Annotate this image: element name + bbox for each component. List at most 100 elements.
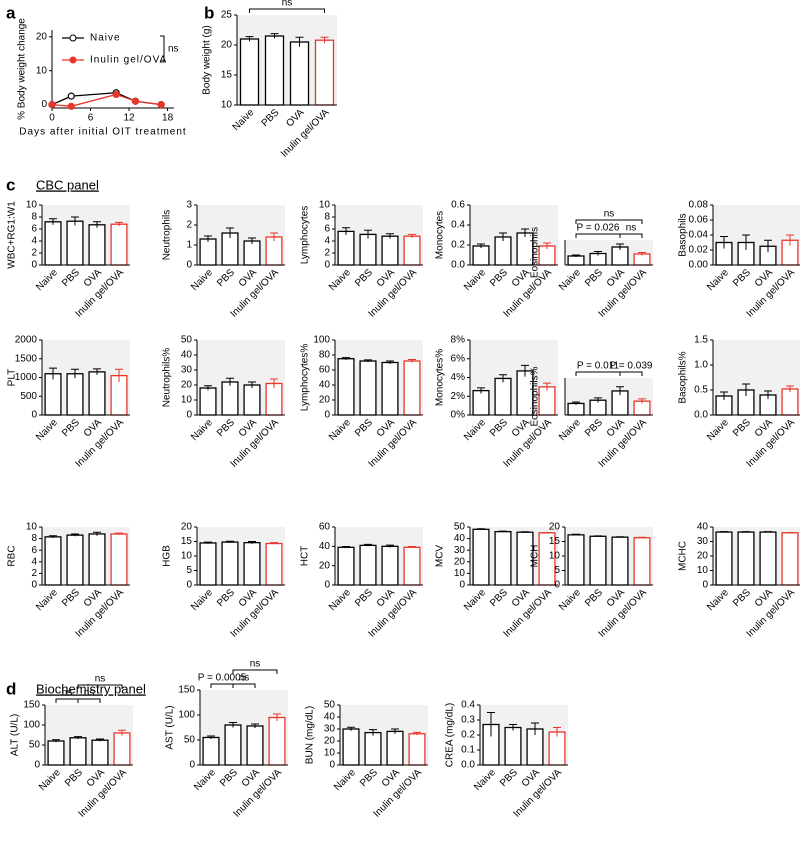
error-bar bbox=[638, 398, 646, 404]
error-bar bbox=[531, 722, 539, 735]
y-tick-label: 10 bbox=[26, 522, 38, 533]
error-bar bbox=[364, 543, 372, 547]
x-tick-label: Naive bbox=[705, 587, 731, 613]
error-bar bbox=[408, 233, 416, 238]
error-bar bbox=[115, 368, 123, 382]
y-tick-label: 10 bbox=[549, 551, 561, 562]
bar bbox=[314, 39, 335, 106]
y-tick-label: 1000 bbox=[15, 372, 38, 383]
significance-label: P = 0.011 bbox=[577, 361, 620, 372]
y-axis-label: MCHC bbox=[678, 541, 689, 571]
y-tick-label: 80 bbox=[319, 350, 331, 361]
y-tick-label: 0 bbox=[324, 580, 330, 591]
error-bar bbox=[594, 397, 602, 403]
x-tick-label: PBS bbox=[488, 417, 510, 439]
bar bbox=[47, 740, 65, 766]
bar bbox=[265, 382, 283, 416]
error-bar bbox=[391, 728, 399, 734]
x-tick-label: PBS bbox=[583, 267, 605, 289]
y-tick-label: 20 bbox=[697, 551, 709, 562]
x-tick-label: PBS bbox=[731, 417, 753, 439]
y-axis-label: Body weight (g) bbox=[202, 25, 213, 94]
bar bbox=[504, 726, 522, 766]
error-bar bbox=[270, 378, 278, 388]
error-bar bbox=[499, 374, 507, 383]
y-axis-label: Basophils% bbox=[678, 351, 689, 403]
annotation: ns bbox=[168, 44, 179, 55]
significance-label: ns bbox=[626, 223, 637, 234]
y-tick-label: 0.4 bbox=[451, 220, 465, 231]
x-tick-label: Naive bbox=[327, 417, 353, 443]
panel-letter: b bbox=[204, 3, 214, 22]
significance-label: ns bbox=[250, 659, 261, 670]
bar bbox=[408, 733, 426, 766]
x-tick-label: PBS bbox=[353, 587, 375, 609]
y-tick-label: 10 bbox=[221, 100, 233, 111]
bar bbox=[381, 361, 399, 416]
significance-label: P = 0.039 bbox=[610, 361, 653, 372]
bar bbox=[494, 530, 512, 586]
bar bbox=[221, 541, 239, 586]
error-bar bbox=[487, 712, 495, 737]
error-bar bbox=[616, 536, 624, 538]
error-bar bbox=[408, 359, 416, 363]
error-bar bbox=[270, 232, 278, 241]
y-axis-label: RBC bbox=[7, 545, 18, 566]
error-bar bbox=[616, 386, 624, 396]
legend-marker bbox=[69, 34, 77, 42]
significance-bracket bbox=[619, 371, 643, 376]
y-tick-label: 15 bbox=[549, 536, 561, 547]
x-tick-label: OVA bbox=[284, 107, 306, 129]
significance-label: P = 0.026 bbox=[577, 223, 620, 234]
x-tick-label: PBS bbox=[498, 767, 520, 789]
y-tick-label: 6 bbox=[31, 545, 37, 556]
bar bbox=[403, 235, 421, 266]
error-bar bbox=[226, 540, 234, 543]
y-tick-label: 4% bbox=[451, 372, 466, 383]
bar bbox=[243, 240, 261, 266]
bar bbox=[548, 731, 566, 766]
x-tick-label: PBS bbox=[63, 767, 85, 789]
error-bar bbox=[118, 729, 126, 736]
bar bbox=[781, 388, 799, 416]
y-tick-label: 20 bbox=[36, 31, 48, 42]
error-bar bbox=[572, 254, 580, 257]
error-bar bbox=[49, 218, 57, 225]
y-axis-label: BUN (mg/dL) bbox=[305, 706, 316, 764]
error-bar bbox=[572, 401, 580, 405]
panel-letter: c bbox=[6, 175, 15, 194]
y-tick-label: 50 bbox=[324, 700, 336, 711]
y-tick-label: 0 bbox=[31, 260, 37, 271]
y-tick-label: 8% bbox=[451, 335, 466, 346]
error-bar bbox=[543, 382, 551, 391]
error-bar bbox=[720, 236, 728, 249]
bar bbox=[781, 532, 799, 586]
y-tick-label: 0.00 bbox=[689, 260, 709, 271]
error-bar bbox=[369, 729, 377, 736]
error-bar bbox=[320, 36, 329, 44]
x-tick-label: PBS bbox=[358, 767, 380, 789]
significance-bracket bbox=[55, 698, 79, 703]
y-tick-label: 0.0 bbox=[451, 260, 465, 271]
y-tick-label: 30 bbox=[454, 545, 466, 556]
y-tick-label: 0 bbox=[31, 580, 37, 591]
error-bar bbox=[226, 227, 234, 238]
y-tick-label: 4 bbox=[324, 236, 330, 247]
y-tick-label: 2 bbox=[31, 568, 37, 579]
x-tick-label: Naive bbox=[327, 267, 353, 293]
significance-label: ns bbox=[62, 688, 73, 699]
y-axis-label: ALT (U/L) bbox=[10, 714, 21, 756]
bar bbox=[759, 531, 777, 586]
x-tick-label: 0 bbox=[49, 113, 55, 124]
y-tick-label: 60 bbox=[319, 522, 331, 533]
y-tick-label: 1.0 bbox=[694, 360, 708, 371]
error-bar bbox=[207, 735, 215, 739]
error-bar bbox=[74, 736, 82, 739]
error-bar bbox=[638, 536, 646, 539]
y-tick-label: 0.6 bbox=[451, 200, 465, 211]
bar bbox=[633, 537, 651, 586]
y-tick-label: 500 bbox=[20, 391, 37, 402]
bar bbox=[88, 371, 106, 416]
error-bar bbox=[93, 221, 101, 228]
